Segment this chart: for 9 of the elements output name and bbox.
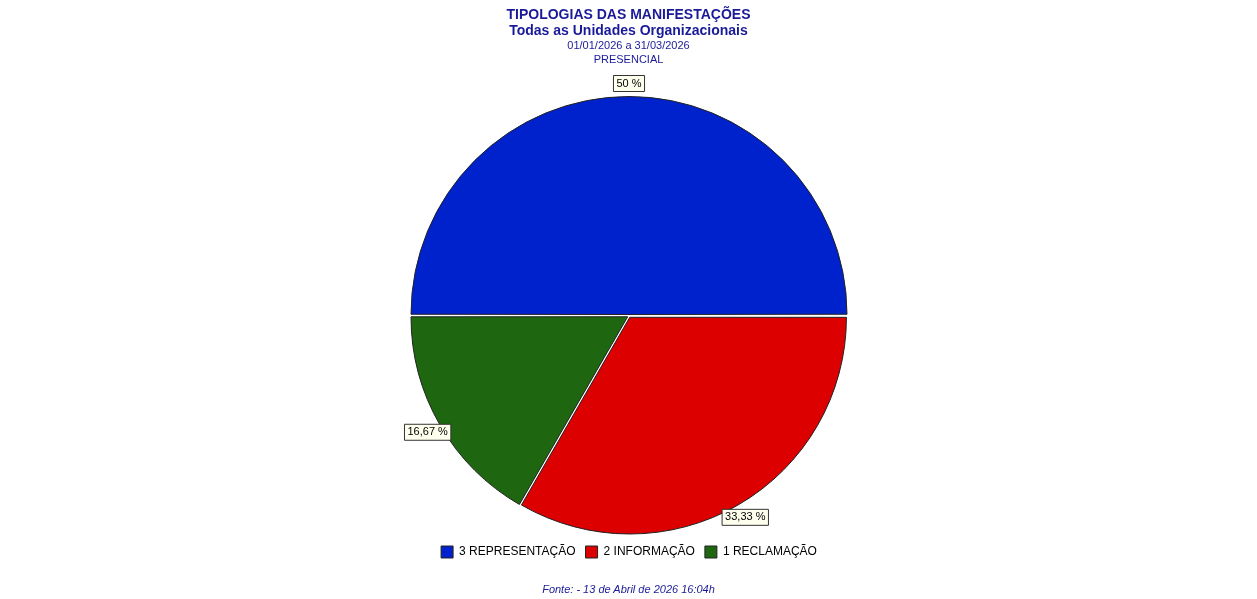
chart-title: TIPOLOGIAS DAS MANIFESTAÇÕES [505,5,752,22]
data-label: 16,67 % [406,425,448,438]
data-label: 50 % [615,76,642,89]
legend-label: 3 REPRESENTAÇÃO [458,544,576,559]
legend-label: 1 RECLAMAÇÃO [722,544,817,559]
source-note: Fonte: - 13 de Abril de 2026 16:04h [541,583,716,595]
data-label: 33,33 % [724,510,766,523]
chart-subtitle: Todas as Unidades Organizacionais 01/01/2026 a 31/03/2026 PRESENCIAL [508,22,749,66]
legend-label: 2 INFORMAÇÃO [603,544,695,559]
